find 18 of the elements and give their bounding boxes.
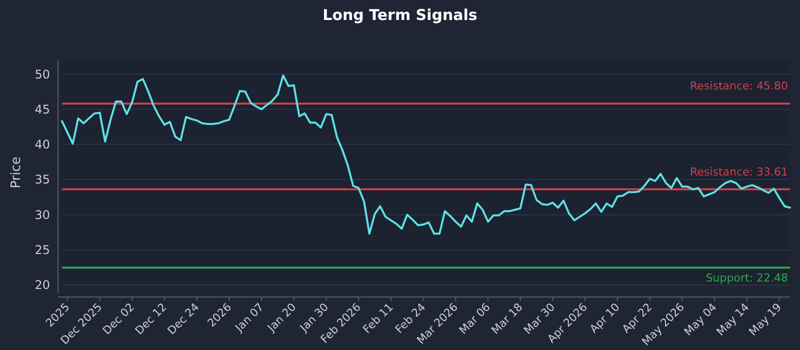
y-axis-title: Price	[9, 156, 24, 188]
ref-line-label: Support: 22.48	[706, 272, 788, 285]
y-tick-label: 25	[34, 243, 50, 258]
x-tick-label: Apr 10	[587, 300, 622, 336]
y-tick-label: 45	[34, 102, 50, 116]
chart-title: Long Term Signals	[322, 6, 478, 24]
ref-line-label: Resistance: 33.61	[690, 165, 788, 178]
y-tick-label: 30	[34, 208, 50, 222]
y-tick-label: 35	[34, 172, 50, 187]
x-tick-label: Jan 20	[264, 300, 299, 335]
y-tick-label: 40	[34, 138, 50, 152]
x-tick-label: Dec 24	[165, 300, 202, 338]
ref-line-label: Resistance: 45.80	[690, 80, 788, 93]
x-tick-label: Jan 07	[232, 300, 266, 335]
line-series	[61, 74, 791, 235]
y-tick-label: 50	[34, 67, 50, 82]
y-tick-label: 20	[34, 278, 50, 292]
x-tick-label: Feb 11	[360, 300, 396, 336]
